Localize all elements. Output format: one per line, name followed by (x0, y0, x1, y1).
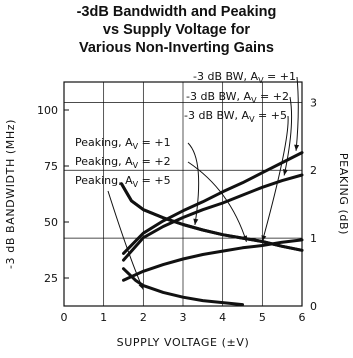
legend-label-2: -3 dB BW, AV = +2 (186, 90, 289, 105)
legend-label-1: -3 dB BW, AV = +1 (193, 70, 296, 85)
y-right-tick-label: 3 (310, 96, 317, 109)
legend-arrowhead-6 (138, 283, 144, 290)
x-tick-label: 4 (219, 311, 226, 324)
series-line-5 (120, 182, 304, 252)
legend-label-4: Peaking, AV = +1 (75, 136, 171, 151)
legend-layer: -3 dB BW, AV = +1 -3 dB BW, AV = +2 -3 dB … (75, 70, 300, 290)
legend-arrowhead-2 (282, 169, 288, 176)
y-left-tick-label: 75 (44, 160, 58, 173)
legend-leader-3 (261, 115, 289, 242)
series-line-2 (122, 173, 304, 262)
x-tick-label: 6 (299, 311, 306, 324)
x-tick-label: 2 (140, 311, 147, 324)
series-line-6 (122, 267, 244, 307)
chart-title-line-1: -3dB Bandwidth and Peaking (76, 4, 277, 20)
legend-arrowhead-4 (193, 218, 199, 225)
y-axis-right-label: PEAKING (dB) (337, 153, 350, 235)
legend-leader-1 (295, 76, 299, 151)
chart-title: -3dB Bandwidth and Peaking vs Supply Vol… (0, 3, 353, 57)
legend-leader-2 (283, 96, 293, 176)
y-left-tick-label: 50 (44, 216, 58, 229)
y-right-tick-label: 2 (310, 164, 317, 177)
plot-frame (63, 81, 303, 307)
x-tick-label: 1 (100, 311, 107, 324)
legend-leader-4 (187, 142, 200, 226)
y-left-tick-label: 100 (37, 104, 58, 117)
legend-label-6: Peaking, AV = +5 (75, 174, 171, 189)
x-tick-label: 0 (61, 311, 68, 324)
y-right-tick-label: 1 (310, 232, 317, 245)
legend-arrowhead-3 (261, 235, 267, 242)
x-axis-label: SUPPLY VOLTAGE (±V) (117, 336, 250, 349)
y-axis-left-label: -3 dB BANDWIDTH (MHz) (4, 119, 17, 269)
legend-leader-5 (187, 161, 247, 242)
y-right-tick-label: 0 (310, 300, 317, 313)
legend-leader-6 (107, 190, 144, 290)
x-tick-label: 5 (259, 311, 266, 324)
chart-title-line-3: Various Non-Inverting Gains (79, 40, 274, 56)
legend-label-5: Peaking, AV = +2 (75, 155, 171, 170)
series-line-1 (122, 151, 304, 255)
legend-arrowhead-5 (242, 235, 248, 242)
x-tick-label: 3 (180, 311, 187, 324)
legend-arrowhead-1 (294, 144, 300, 151)
y-left-tick-label: 25 (44, 272, 58, 285)
legend-label-3: -3 dB BW, AV = +5 (184, 109, 287, 124)
series-layer (120, 151, 304, 307)
chart-title-line-2: vs Supply Voltage for (102, 22, 251, 38)
